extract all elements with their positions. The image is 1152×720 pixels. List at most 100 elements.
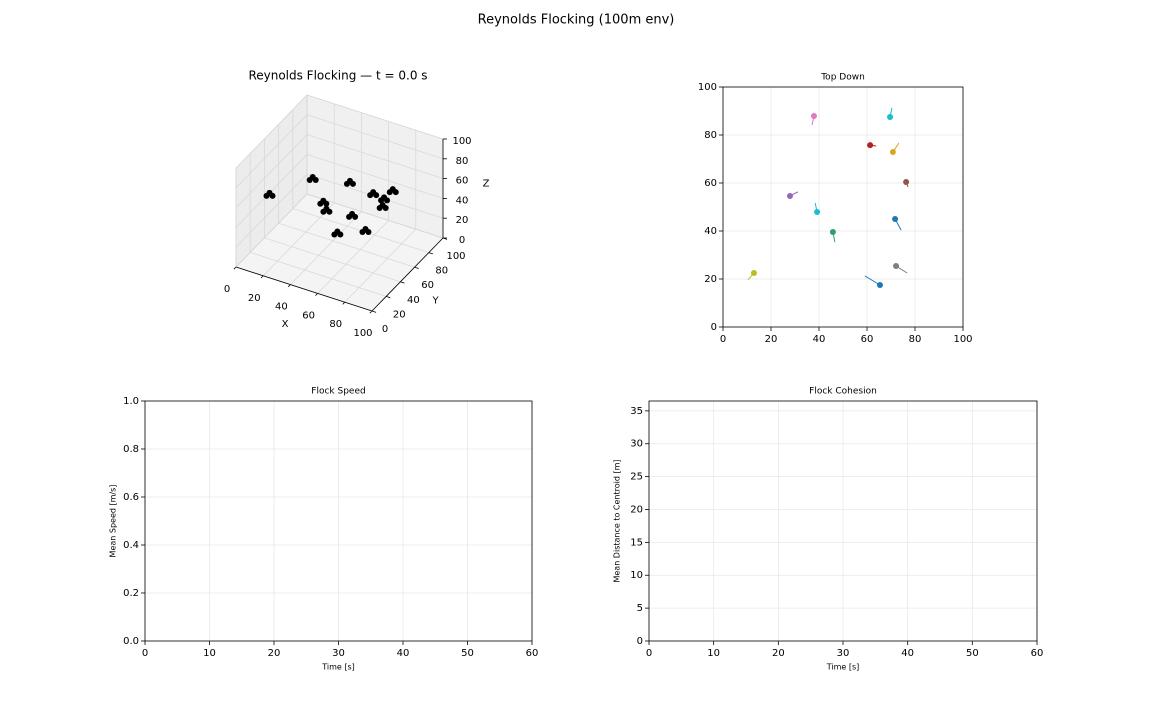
rotor (334, 228, 341, 235)
agent (320, 205, 333, 215)
x-tick-label: 20 (248, 293, 261, 304)
agent (359, 226, 372, 236)
y-tick-label: 25 (630, 472, 643, 483)
x-tick-label: 0 (142, 648, 148, 659)
agent (887, 114, 894, 120)
x-axis-line (235, 266, 373, 312)
y-tick (386, 296, 391, 299)
x-tick-label: 40 (397, 648, 410, 659)
axes-title: Flock Cohesion (809, 387, 877, 397)
agent (386, 186, 399, 196)
agent (829, 228, 836, 235)
y-tick-label: 60 (421, 280, 434, 291)
x-tick-label: 30 (332, 648, 345, 659)
x-tick-label: 0 (720, 334, 726, 345)
x-tick (369, 310, 373, 314)
z-tick-label: 60 (456, 176, 469, 187)
x-tick (260, 275, 264, 279)
y-tick-label: 0.2 (123, 588, 139, 599)
axes-frame (144, 400, 533, 642)
agent (814, 209, 821, 216)
y-tick-label: 30 (630, 439, 643, 450)
agent (786, 192, 793, 199)
grid-line (262, 202, 335, 277)
y-tick-label: 35 (630, 406, 643, 417)
grid-line (344, 228, 417, 303)
agent (317, 197, 330, 207)
y-tick-label: 20 (704, 274, 717, 285)
grid-line (317, 220, 389, 294)
grid-line (250, 252, 387, 297)
agent (331, 228, 344, 238)
x-tick (287, 284, 291, 288)
agent (903, 179, 910, 186)
y-tick (371, 310, 377, 313)
axes-frame (648, 400, 1038, 642)
x-tick (233, 266, 237, 270)
grid-line (306, 193, 444, 239)
grid-line (278, 222, 415, 268)
x-axis-label: Time [s] (321, 663, 355, 672)
y-tick-label: 80 (704, 130, 717, 141)
y-axis-line (371, 237, 444, 312)
x-tick-label: 60 (861, 334, 874, 345)
x-tick-label: 80 (329, 319, 342, 330)
y-tick-label: 0.6 (123, 492, 139, 503)
y-tick-label: 40 (704, 226, 717, 237)
y-tick-label: 5 (637, 603, 643, 614)
rotor (323, 205, 330, 212)
y-axis-label: Mean Speed [m/s] (109, 485, 118, 558)
x-tick-label: 50 (461, 648, 474, 659)
grid-line (290, 211, 362, 285)
agent (376, 201, 389, 211)
grid-line (306, 154, 444, 199)
y-tick-label: 20 (393, 309, 406, 320)
y-tick (414, 266, 419, 269)
y-tick-label: 1.0 (123, 396, 139, 407)
rotor (346, 177, 353, 184)
y-tick-label: 10 (630, 570, 643, 581)
y-tick-label: 100 (698, 82, 717, 93)
agent (263, 189, 276, 199)
plot-area (723, 87, 963, 327)
agent (889, 149, 896, 156)
rotor (349, 210, 356, 217)
rotor (370, 189, 377, 196)
rotor (320, 197, 327, 204)
y-tick-label: 0 (382, 324, 388, 335)
agent (893, 263, 900, 270)
z-tick-label: 80 (456, 156, 469, 167)
grid-line (235, 193, 308, 268)
grid-line (235, 114, 308, 189)
agent (810, 113, 817, 120)
y-axis-label: Y (431, 296, 439, 307)
x-axis-label: Time [s] (826, 663, 860, 672)
x-tick-label: 0 (224, 284, 230, 295)
axes-frame (722, 86, 964, 328)
x-tick (315, 293, 318, 296)
grid-line (306, 114, 444, 160)
x-tick-label: 20 (772, 648, 785, 659)
y-tick-label: 40 (407, 295, 420, 306)
z-tick-label: 40 (456, 195, 469, 206)
y-tick (428, 252, 434, 255)
agent (892, 216, 899, 222)
rotor (381, 194, 388, 201)
x-tick-label: 10 (203, 648, 216, 659)
y-tick-label: 60 (704, 178, 717, 189)
axes-title: Top Down (820, 73, 865, 83)
grid-line (264, 237, 401, 283)
agent (367, 189, 380, 199)
grid-line (235, 173, 308, 248)
z-tick-label: 20 (456, 215, 469, 226)
x-tick-label: 40 (901, 648, 914, 659)
y-tick-label: 15 (630, 537, 643, 548)
x-tick-label: 80 (909, 334, 922, 345)
rotor (362, 226, 369, 233)
x-tick-label: 20 (765, 334, 778, 345)
grid-line (306, 134, 444, 179)
x-tick (342, 301, 346, 305)
y-tick-label: 0.4 (123, 540, 139, 551)
x-tick-label: 10 (707, 648, 720, 659)
